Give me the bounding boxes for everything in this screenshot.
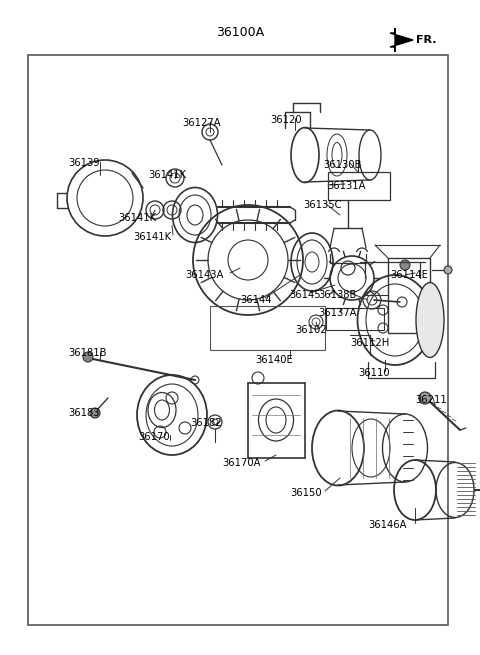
Text: FR.: FR. xyxy=(416,35,436,45)
Circle shape xyxy=(83,352,93,362)
Text: 36183: 36183 xyxy=(68,408,99,418)
Text: 36143A: 36143A xyxy=(185,270,223,280)
Text: 36170: 36170 xyxy=(138,432,169,442)
Polygon shape xyxy=(390,28,413,52)
Circle shape xyxy=(400,260,410,270)
Text: 36138B: 36138B xyxy=(318,290,356,300)
Text: 36137A: 36137A xyxy=(318,308,357,318)
Text: 36102: 36102 xyxy=(295,325,326,335)
Text: 36170A: 36170A xyxy=(222,458,261,468)
Text: 36211: 36211 xyxy=(415,395,447,405)
Text: 36112H: 36112H xyxy=(350,338,389,348)
Bar xyxy=(210,306,325,350)
Text: 36181B: 36181B xyxy=(68,348,107,358)
Text: 36127A: 36127A xyxy=(182,118,221,128)
Bar xyxy=(328,172,390,200)
Bar xyxy=(388,258,430,333)
Text: 36110: 36110 xyxy=(358,368,390,378)
Text: 36130B: 36130B xyxy=(323,160,361,170)
Bar xyxy=(28,55,448,625)
Text: 36144: 36144 xyxy=(240,295,272,305)
Bar xyxy=(326,308,384,330)
Text: 36141K: 36141K xyxy=(118,213,156,223)
Text: 36141K: 36141K xyxy=(148,170,186,180)
Text: 36135C: 36135C xyxy=(303,200,341,210)
Text: 36150: 36150 xyxy=(290,488,322,498)
Ellipse shape xyxy=(416,282,444,358)
Text: 36120: 36120 xyxy=(270,115,301,125)
Text: 36139: 36139 xyxy=(68,158,100,168)
Text: 36145: 36145 xyxy=(289,290,321,300)
Text: 36114E: 36114E xyxy=(390,270,428,280)
Text: 36100A: 36100A xyxy=(216,26,264,39)
Circle shape xyxy=(90,408,100,418)
Text: 36140E: 36140E xyxy=(255,355,293,365)
Text: 36182: 36182 xyxy=(190,418,222,428)
Circle shape xyxy=(419,392,431,404)
Text: 36146A: 36146A xyxy=(368,520,407,530)
Circle shape xyxy=(444,266,452,274)
Text: 36141K: 36141K xyxy=(133,232,171,242)
Text: 36131A: 36131A xyxy=(327,181,365,191)
